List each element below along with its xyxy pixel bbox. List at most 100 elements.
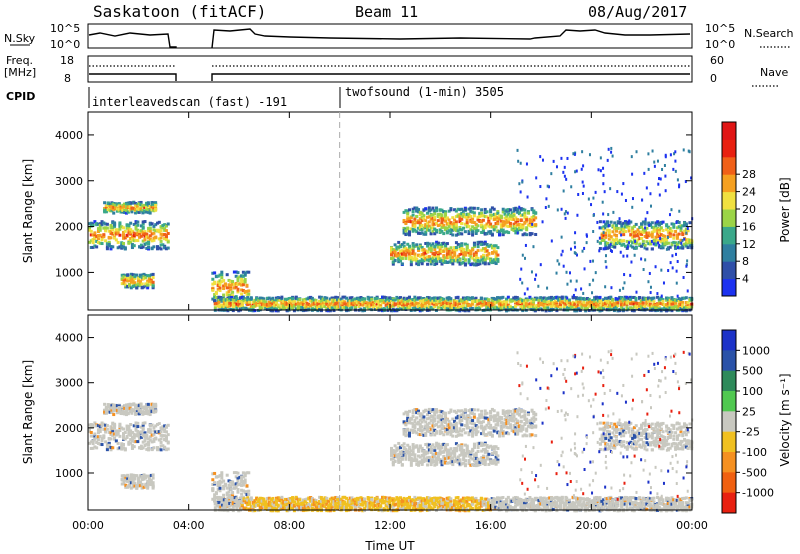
power-echo-cell (458, 247, 462, 251)
power-echo-cell (115, 209, 119, 213)
velocity-echo-cell (139, 425, 143, 429)
power-echo-cell (251, 306, 255, 310)
power-echo-cell (552, 159, 555, 163)
power-echo-cell (463, 215, 467, 219)
power-echo-cell (512, 209, 516, 213)
power-echo-cell (465, 213, 469, 217)
power-echo-cell (558, 301, 562, 305)
power-echo-cell (505, 297, 509, 301)
power-echo-cell (602, 212, 605, 216)
power-echo-cell (476, 224, 480, 228)
power-echo-cell (639, 305, 643, 309)
power-echo-cell (124, 274, 128, 278)
velocity-echo-cell (139, 402, 143, 406)
power-echo-cell (675, 305, 679, 309)
power-echo-cell (258, 296, 262, 300)
power-echo-cell (542, 299, 546, 303)
power-echo-cell (505, 220, 509, 224)
power-echo-cell (220, 270, 224, 274)
power-echo-cell (678, 183, 681, 187)
power-echo-cell (144, 284, 148, 288)
power-echo-cell (600, 306, 604, 310)
power-echo-cell (679, 226, 683, 230)
power-echo-cell (585, 296, 589, 300)
power-echo-cell (467, 297, 471, 301)
power-echo-cell (494, 244, 498, 248)
velocity-echo-cell (231, 491, 235, 495)
power-echo-cell (519, 218, 523, 222)
velocity-echo-cell (152, 439, 156, 443)
velocity-echo-cell (123, 406, 127, 410)
velocity-echo-cell (129, 441, 133, 445)
power-echo-cell (476, 259, 480, 263)
power-echo-cell (98, 228, 102, 232)
power-echo-cell (489, 230, 493, 234)
power-echo-cell (598, 236, 601, 240)
power-echo-cell (651, 149, 654, 153)
power-echo-cell (474, 231, 478, 235)
power-echo-cell (476, 240, 480, 244)
power-echo-cell (253, 304, 257, 308)
power-echo-cell (681, 224, 685, 228)
velocity-echo-cell (110, 410, 114, 414)
power-echo-cell (620, 243, 624, 247)
power-echo-cell (230, 297, 234, 301)
power-echo-cell (654, 304, 658, 308)
power-echo-cell (418, 221, 422, 225)
power-echo-cell (663, 306, 667, 310)
power-echo-cell (357, 297, 361, 301)
power-echo-cell (578, 296, 582, 300)
power-echo-cell (404, 209, 408, 213)
power-echo-cell (469, 255, 473, 259)
power-echo-cell (436, 296, 440, 300)
power-echo-cell (218, 282, 222, 286)
power-echo-cell (253, 309, 257, 313)
power-echo-cell (474, 304, 478, 308)
power-echo-cell (361, 303, 365, 307)
power-echo-cell (413, 258, 417, 262)
power-echo-cell (156, 221, 160, 225)
power-echo-cell (601, 200, 604, 204)
power-echo-cell (481, 257, 485, 261)
power-echo-cell (565, 270, 568, 274)
power-echo-cell (656, 226, 660, 230)
power-echo-cell (605, 299, 609, 303)
power-echo-cell (142, 272, 146, 276)
power-echo-cell (676, 294, 679, 298)
velocity-echo-cell (211, 472, 215, 476)
power-echo-cell (519, 277, 522, 281)
power-echo-cell (491, 251, 495, 255)
power-echo-cell (514, 227, 518, 231)
power-echo-cell (449, 306, 453, 310)
velocity-echo-cell (140, 482, 144, 486)
power-echo-cell (483, 207, 487, 211)
power-echo-cell (260, 303, 264, 307)
power-echo-cell (523, 214, 527, 218)
power-echo-cell (148, 205, 152, 209)
power-echo-cell (490, 233, 494, 237)
power-echo-cell (323, 300, 327, 304)
power-echo-cell (431, 206, 435, 210)
power-echo-cell (132, 200, 136, 204)
power-echo-cell (118, 245, 122, 249)
power-echo-cell (236, 271, 240, 275)
power-echo-cell (589, 259, 592, 263)
velocity-echo-cell (139, 446, 143, 450)
power-echo-cell (300, 305, 304, 309)
power-echo-cell (350, 298, 354, 302)
power-echo-cell (348, 300, 352, 304)
noise-trace (88, 28, 691, 49)
power-echo-cell (234, 285, 238, 289)
power-echo-cell (442, 218, 446, 222)
velocity-echo-cell (109, 448, 113, 452)
power-echo-cell (666, 299, 670, 303)
power-echo-cell (657, 307, 661, 311)
power-echo-cell (241, 289, 245, 293)
power-echo-cell (632, 295, 636, 299)
power-echo-cell (525, 219, 529, 223)
power-echo-cell (456, 242, 460, 246)
power-echo-cell (133, 284, 137, 288)
power-echo-cell (481, 253, 485, 257)
power-echo-cell (460, 243, 464, 247)
power-echo-cell (444, 247, 448, 251)
